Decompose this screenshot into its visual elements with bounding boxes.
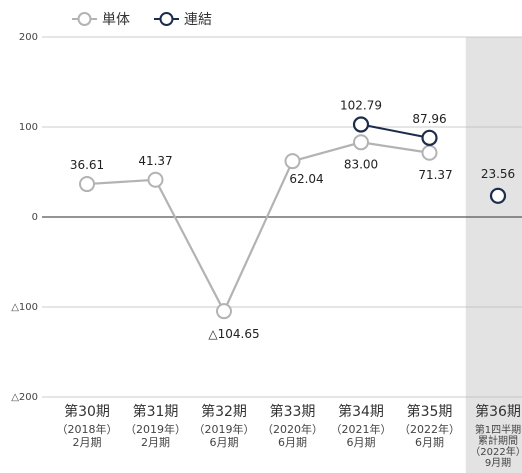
data-point [421,129,438,146]
data-point [147,171,164,188]
data-labels: 36.61 41.37 △104.65 62.04 83.00 71.37 102.79 87… [70,98,515,341]
data-point [421,144,438,161]
y-tick-label: △200 [11,392,38,403]
x-category-sublabel: （2022年） [470,445,522,458]
gridlines [42,36,522,398]
legend-label: 連結 [184,12,212,28]
x-category-sublabel: （2020年） [262,422,323,436]
x-category-sublabel: 第1四半期 [475,423,521,436]
x-category-sublabel: （2019年） [194,422,255,436]
series-line [360,123,430,139]
data-label: 83.00 [344,157,378,171]
data-label: 36.61 [70,158,104,172]
x-axis-categories: 第30期（2018年）2月期第31期（2019年）2月期第32期（2019年）6… [57,403,522,469]
legend: 単体 連結 [72,12,212,28]
y-tick-label: △100 [11,302,38,313]
data-point [352,116,370,133]
x-category-sublabel: 6月期 [415,436,444,449]
x-category-sublabel: （2018年） [57,422,118,436]
data-label: △104.65 [208,327,259,341]
x-category-label: 第30期 [64,403,110,420]
x-category-label: 第34期 [338,403,384,420]
x-category-label: 第33期 [270,403,316,420]
data-label: 41.37 [138,154,172,168]
x-category-sublabel: 6月期 [278,436,307,449]
legend-marker [159,12,174,26]
x-category-label: 第31期 [133,403,179,420]
y-axis-ticks: 200 100 0 △100 △200 [11,32,38,403]
y-tick-label: 200 [19,32,38,43]
data-label: 102.79 [340,98,382,112]
y-tick-label: 100 [19,122,38,133]
data-label: 62.04 [289,172,323,186]
x-category-sublabel: 9月期 [485,457,511,469]
data-point [216,303,232,320]
x-category-sublabel: 2月期 [73,436,102,449]
x-category-sublabel: 6月期 [347,436,376,449]
x-category-sublabel: （2019年） [125,422,186,436]
data-label: 23.56 [481,167,515,181]
x-category-label: 第36期 [475,403,521,420]
data-point [284,153,301,170]
series-lines [86,123,430,314]
data-label: 87.96 [412,112,446,126]
data-label: 71.37 [418,168,452,182]
highlight-band [465,37,522,473]
legend-marker [77,12,92,26]
x-category-sublabel: 2月期 [141,436,170,449]
data-point [489,187,507,204]
x-category-sublabel: 累計期間 [478,434,518,447]
x-category-sublabel: （2022年） [399,422,460,436]
series-points [79,116,507,320]
x-category-label: 第35期 [407,403,453,420]
data-point [79,176,95,193]
data-point [353,134,369,151]
x-category-sublabel: （2021年） [331,422,392,436]
y-tick-label: 0 [32,212,38,223]
x-category-sublabel: 6月期 [210,436,239,449]
legend-label: 単体 [102,12,130,28]
series-line [86,141,430,314]
x-category-label: 第32期 [201,403,247,420]
